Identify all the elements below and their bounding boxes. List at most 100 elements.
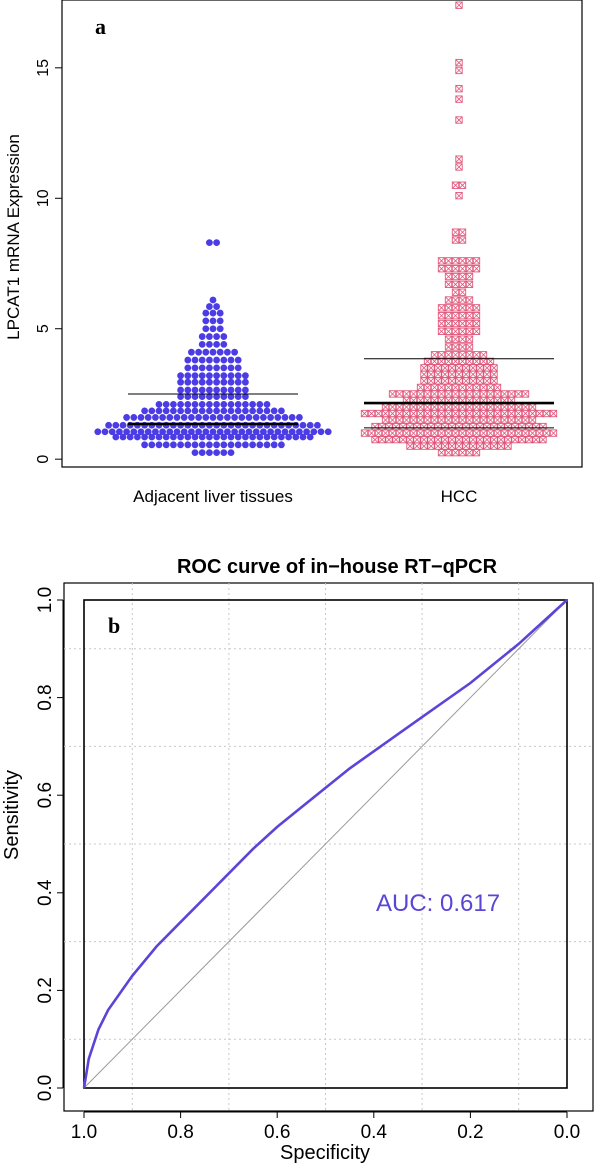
hcc-data-point xyxy=(427,435,435,444)
hcc-data-point xyxy=(434,370,442,379)
adjacent-data-point xyxy=(278,433,285,441)
panel-b-grid xyxy=(64,583,593,1111)
adjacent-data-point xyxy=(191,407,199,415)
hcc-data-point xyxy=(406,442,414,450)
hcc-data-point xyxy=(444,296,453,304)
adjacent-data-point xyxy=(249,441,256,449)
adjacent-data-point xyxy=(162,400,170,408)
hcc-data-point xyxy=(458,343,467,351)
adjacent-data-point xyxy=(202,428,210,436)
hcc-data-point xyxy=(458,449,467,457)
hcc-data-point xyxy=(472,429,481,437)
hcc-data-point xyxy=(497,442,505,450)
hcc-data-point xyxy=(455,85,463,93)
hcc-data-point xyxy=(455,192,463,200)
hcc-data-point xyxy=(409,429,418,437)
adjacent-data-point xyxy=(227,441,235,449)
adjacent-data-point xyxy=(180,428,188,436)
adjacent-data-point xyxy=(206,378,213,386)
adjacent-data-point xyxy=(242,372,249,380)
hcc-data-point xyxy=(423,409,432,418)
hcc-data-point xyxy=(518,435,526,444)
panel-b-x-tick-label: 1.0 xyxy=(71,1122,97,1143)
hcc-data-point xyxy=(430,403,439,411)
hcc-data-point xyxy=(448,377,456,385)
adjacent-data-point xyxy=(177,386,185,394)
adjacent-data-point xyxy=(209,348,217,356)
hcc-data-point xyxy=(409,416,418,424)
hcc-data-point xyxy=(521,429,530,437)
hcc-data-point xyxy=(451,319,460,328)
hcc-data-point xyxy=(458,280,467,289)
hcc-data-point xyxy=(451,181,460,189)
hcc-data-point xyxy=(444,265,453,273)
adjacent-data-point xyxy=(249,407,256,415)
adjacent-data-point xyxy=(94,428,102,436)
hcc-data-point xyxy=(486,383,495,392)
adjacent-data-point xyxy=(242,400,249,408)
hcc-data-point xyxy=(392,435,400,444)
adjacent-data-point xyxy=(206,393,213,400)
adjacent-data-point xyxy=(213,364,221,372)
adjacent-data-point xyxy=(198,386,206,394)
hcc-data-point xyxy=(409,409,418,418)
adjacent-data-point xyxy=(220,433,228,441)
hcc-data-point xyxy=(451,429,460,437)
hcc-data-point xyxy=(402,416,411,424)
hcc-data-point xyxy=(504,442,512,450)
adjacent-data-point xyxy=(191,400,199,408)
adjacent-data-point xyxy=(141,433,149,441)
hcc-data-point xyxy=(479,403,488,411)
hcc-data-point xyxy=(367,409,376,418)
adjacent-data-point xyxy=(206,340,213,348)
hcc-data-point xyxy=(458,236,467,244)
adjacent-data-point xyxy=(324,428,332,436)
panel-b-x-tick-label: 0.6 xyxy=(264,1122,290,1143)
hcc-data-point xyxy=(521,403,530,411)
adjacent-data-point xyxy=(263,407,271,415)
hcc-data-point xyxy=(388,416,397,424)
hcc-data-point xyxy=(532,422,540,431)
adjacent-data-point xyxy=(108,428,116,436)
adjacent-data-point xyxy=(188,348,195,356)
adjacent-data-point xyxy=(227,393,235,400)
adjacent-data-point xyxy=(227,386,235,394)
adjacent-data-point xyxy=(245,428,253,436)
adjacent-data-point xyxy=(195,348,203,356)
adjacent-data-point xyxy=(162,441,170,449)
hcc-data-point xyxy=(465,272,474,281)
panel-b-roc-curve xyxy=(82,599,568,1089)
hcc-data-point xyxy=(448,364,456,372)
panel-b-x-tick-label: 0.8 xyxy=(167,1122,193,1143)
adjacent-data-point xyxy=(270,407,278,415)
hcc-data-point xyxy=(367,429,376,437)
hcc-data-point xyxy=(413,442,421,450)
adjacent-data-point xyxy=(184,372,192,380)
hcc-data-point xyxy=(507,403,516,411)
adjacent-data-point xyxy=(227,449,235,457)
hcc-data-point xyxy=(483,422,491,431)
hcc-data-point xyxy=(420,370,428,379)
hcc-data-point xyxy=(493,429,502,437)
adjacent-data-point xyxy=(220,378,228,386)
hcc-data-point xyxy=(434,422,442,431)
hcc-data-point xyxy=(455,422,463,431)
adjacent-data-point xyxy=(213,407,221,415)
hcc-data-point xyxy=(434,442,442,450)
panel-b-y-axis: 0.0 0.2 0.4 0.6 0.8 1.0 xyxy=(35,587,64,1101)
hcc-data-point xyxy=(437,449,446,457)
adjacent-data-point xyxy=(249,400,256,408)
hcc-data-point xyxy=(385,422,393,431)
hcc-data-point xyxy=(448,422,456,431)
hcc-data-point xyxy=(455,155,463,163)
hcc-data-point xyxy=(472,416,481,424)
hcc-data-point xyxy=(423,403,432,411)
hcc-data-point xyxy=(455,58,463,67)
panel-a-y-tick-label: 0 xyxy=(35,455,52,464)
adjacent-data-point xyxy=(148,433,156,441)
adjacent-data-point xyxy=(281,414,289,421)
panel-b-x-axis-label: Specificity xyxy=(280,1142,370,1164)
adjacent-data-point xyxy=(213,303,221,310)
adjacent-data-point xyxy=(270,433,278,441)
hcc-data-point xyxy=(462,377,470,385)
